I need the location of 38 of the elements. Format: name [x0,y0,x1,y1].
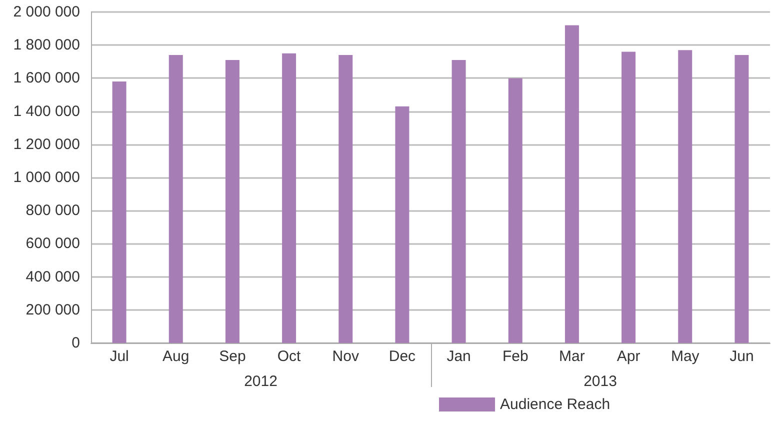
x-tick-label: Jan [446,348,471,365]
y-tick-label: 600 000 [26,235,80,252]
x-tick-label: Aug [162,348,190,365]
y-tick-label: 1 800 000 [13,36,80,54]
bar [338,55,353,343]
x-tick-label: May [670,348,700,365]
y-tick-label: 400 000 [26,268,80,286]
text: 2013 [584,373,617,390]
y-tick-label: 1 000 000 [13,169,80,186]
x-tick-label: Jul [110,348,129,365]
bar [112,82,126,343]
x-tick-label: Oct [277,348,302,365]
bar [452,60,466,343]
bar [564,25,579,343]
y-tick-label: 800 000 [26,202,80,220]
x-tick-label: Feb [502,348,528,365]
bar [168,55,183,343]
y-tick-label: 1 200 000 [13,136,80,153]
y-tick-label: 1 600 000 [13,70,80,87]
bar [678,50,692,343]
bar [622,52,636,343]
bar [395,106,410,343]
bar [282,53,296,343]
x-tick-label: Jun [730,348,754,365]
y-tick-label: 1 400 000 [13,102,80,120]
text: 2012 [244,373,278,390]
y-tick-label: 2 000 000 [13,4,80,20]
legend-label: Audience Reach [500,396,610,413]
bar [225,60,240,343]
y-tick-label: 200 000 [26,301,80,318]
x-tick-label: Dec [388,348,416,365]
x-tick-label: Apr [616,348,640,365]
x-tick-label: Nov [332,348,360,365]
x-tick-label: Sep [219,348,246,365]
y-tick-label: 0 [72,334,80,352]
bar [734,55,749,343]
bar [508,78,522,343]
x-tick-label: Mar [559,348,585,365]
